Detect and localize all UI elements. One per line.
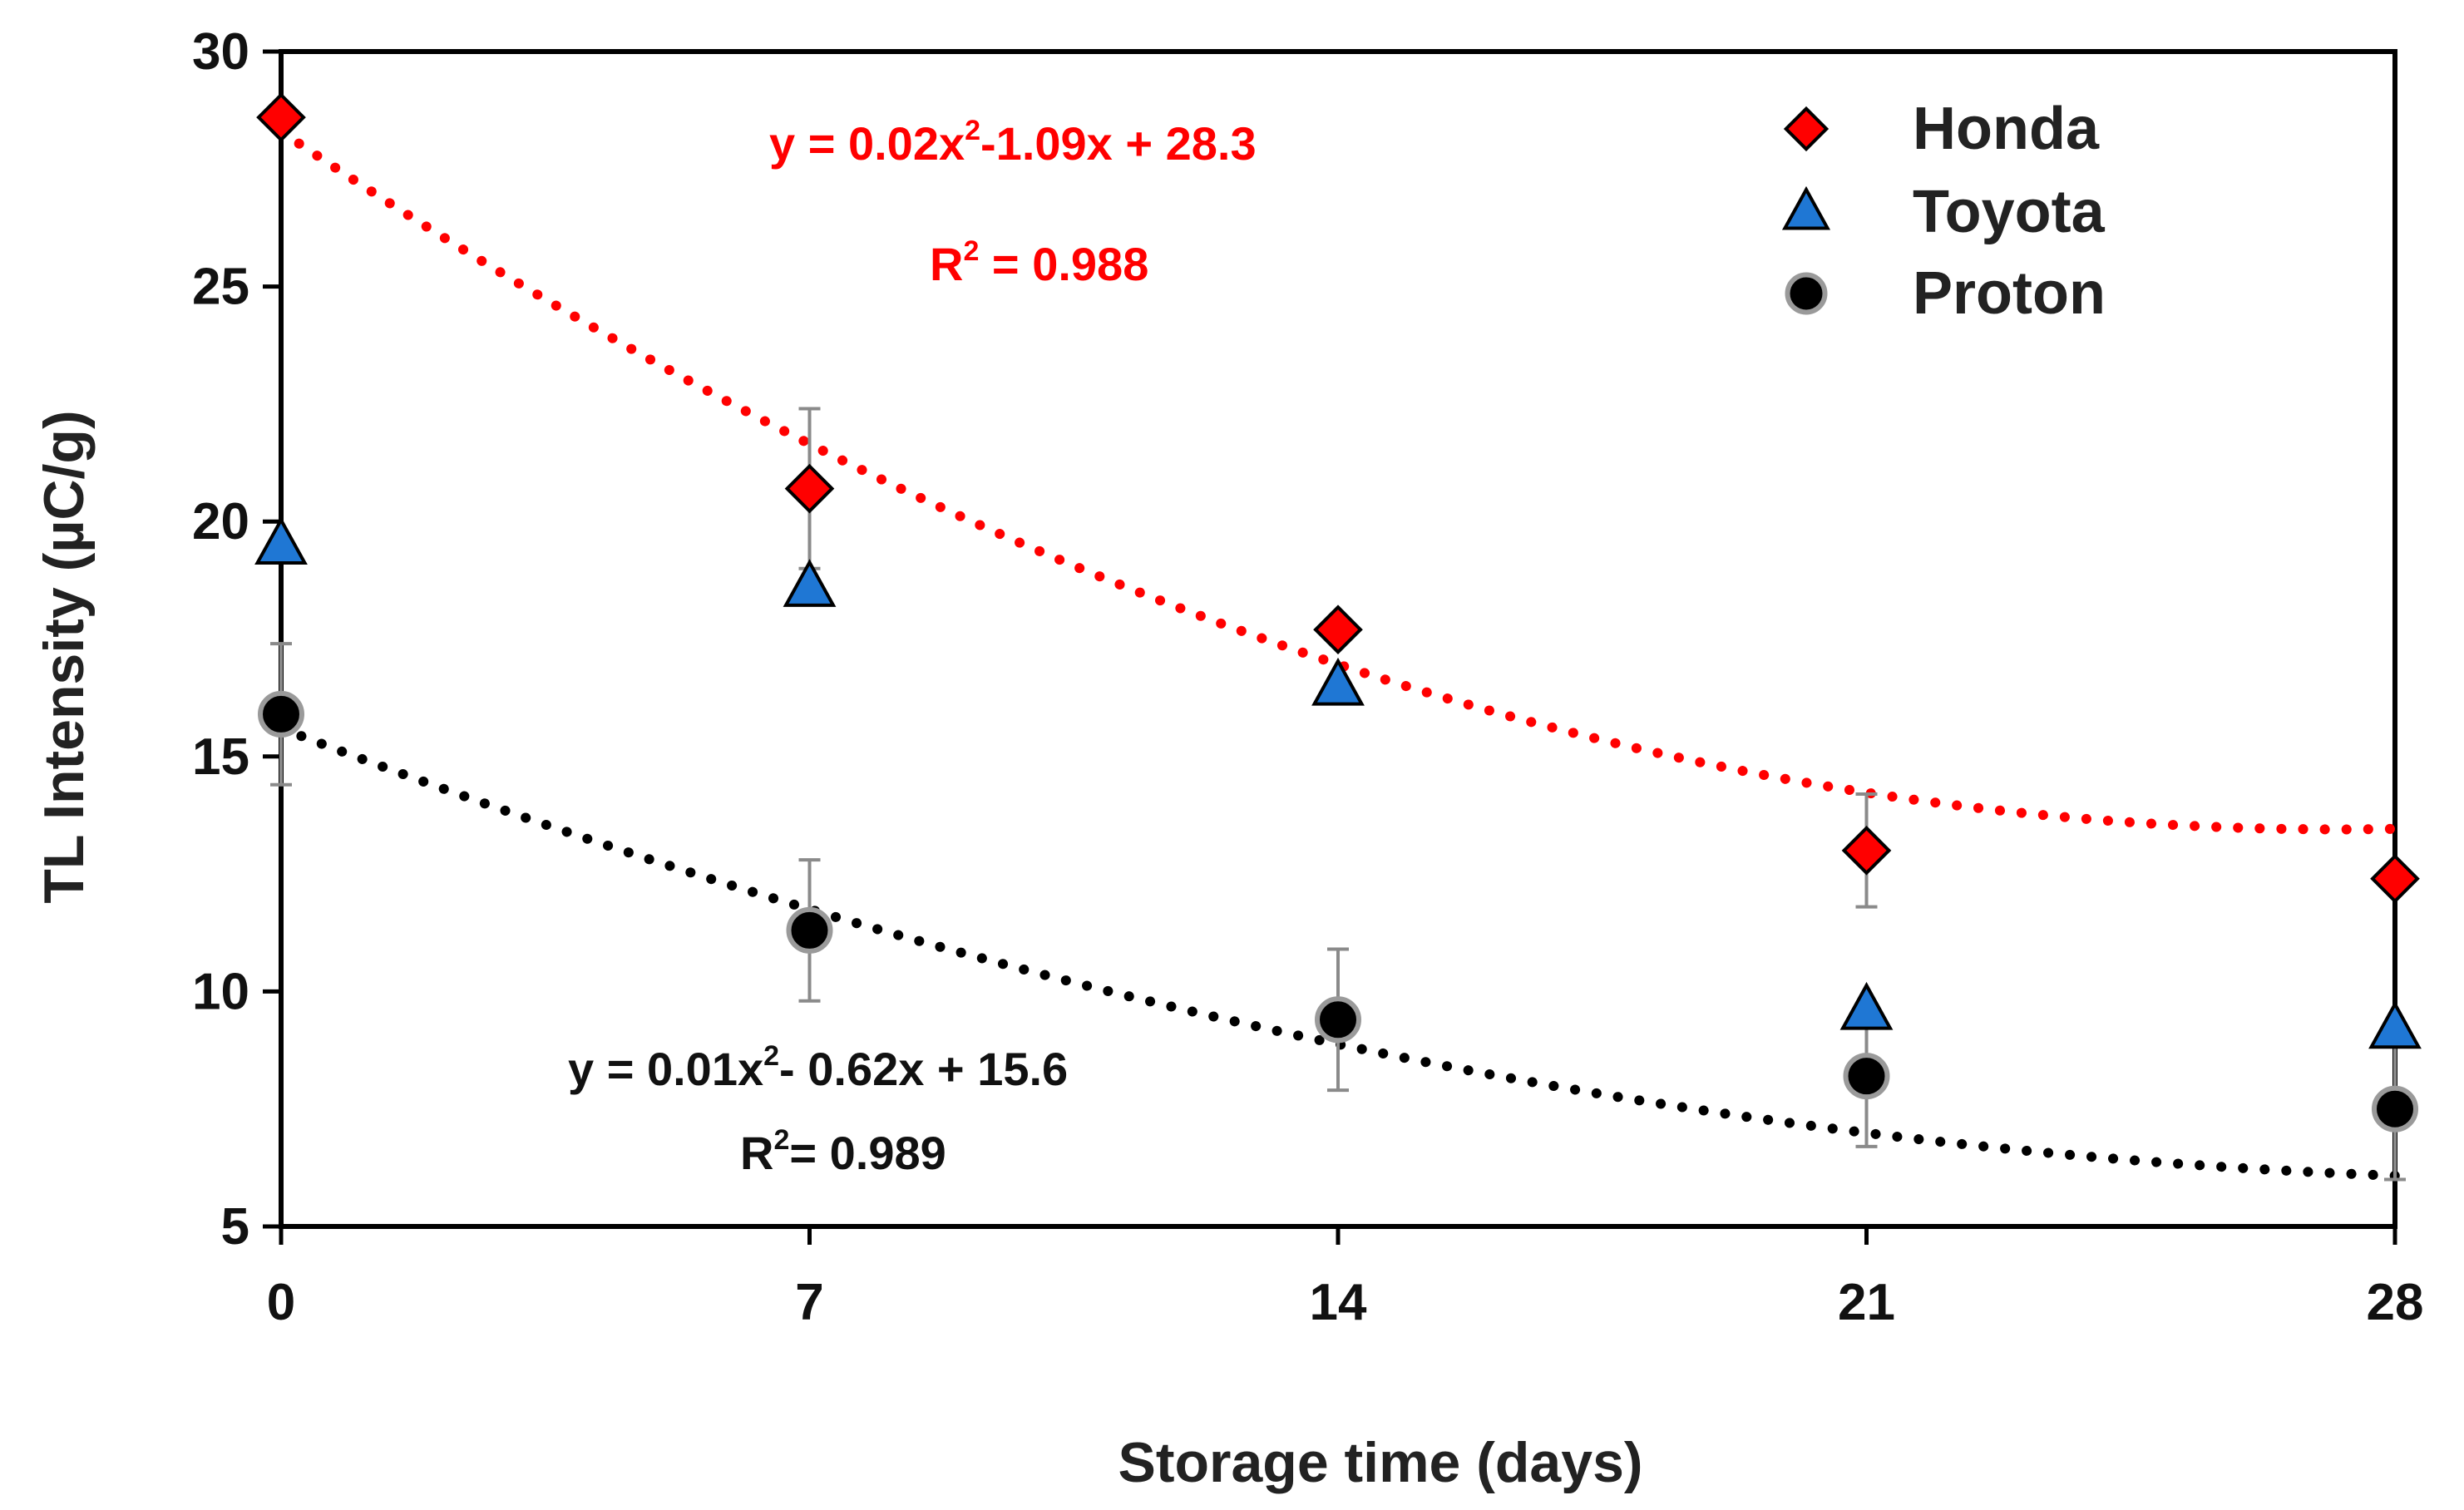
honda-equation-main: y = 0.02x: [769, 117, 965, 170]
point-proton-21: [1843, 1053, 1890, 1100]
proton-equation-main: y = 0.01x: [568, 1043, 763, 1095]
point-toyota-0: [254, 516, 308, 565]
point-toyota-7: [783, 559, 837, 607]
legend-label-proton: Proton: [1913, 260, 2106, 327]
x-tick-label-21: 21: [1838, 1274, 1895, 1331]
y-tick-label-15: 15: [192, 728, 249, 786]
y-axis-title: TL Intensity (µC/g): [32, 410, 96, 903]
x-axis-title: Storage time (days): [1118, 1431, 1642, 1494]
proton-r2-rest: = 0.989: [789, 1127, 946, 1179]
point-proton-0: [258, 690, 304, 738]
proton-equation: y = 0.01x2- 0.62x + 15.6: [568, 1040, 1068, 1095]
point-honda-28: [2370, 853, 2420, 904]
legend-label-honda: Honda: [1913, 96, 2100, 162]
point-honda-7: [784, 463, 835, 514]
legend-marker-honda: [1783, 106, 1829, 152]
proton-r2: R2= 0.989: [740, 1124, 946, 1179]
proton-r2-main: R: [740, 1127, 773, 1179]
legend-marker-proton: [1785, 272, 1828, 315]
point-honda-0: [256, 92, 306, 142]
legend: Honda Toyota Proton: [1781, 96, 2106, 327]
point-toyota-28: [2368, 1000, 2422, 1049]
y-tick-label-5: 5: [221, 1198, 249, 1256]
axes-layer: 5 10 15 20 25 30 0 7 14 21 28: [192, 23, 2423, 1331]
honda-equation-rest: -1.09x + 28.3: [980, 117, 1257, 170]
point-proton-28: [2372, 1085, 2418, 1132]
honda-r2: R2 = 0.988: [930, 235, 1148, 290]
y-tick-label-10: 10: [192, 963, 249, 1020]
y-tick-label-30: 30: [192, 23, 249, 81]
x-tick-label-14: 14: [1310, 1274, 1367, 1331]
y-tick-label-20: 20: [192, 493, 249, 550]
proton-equation-rest: - 0.62x + 15.6: [779, 1043, 1068, 1095]
point-honda-14: [1313, 604, 1363, 655]
point-proton-7: [786, 906, 833, 954]
honda-equation: y = 0.02x2-1.09x + 28.3: [769, 115, 1257, 170]
point-toyota-14: [1311, 657, 1365, 706]
point-toyota-21: [1839, 981, 1894, 1030]
point-honda-21: [1841, 826, 1892, 876]
x-tick-label-7: 7: [795, 1274, 823, 1331]
x-tick-label-0: 0: [267, 1274, 295, 1331]
proton-r2-sup: 2: [773, 1124, 789, 1156]
y-tick-label-25: 25: [192, 259, 249, 316]
honda-r2-sup: 2: [963, 235, 979, 267]
point-proton-14: [1315, 996, 1361, 1044]
honda-r2-rest: = 0.988: [979, 238, 1148, 290]
proton-equation-sup: 2: [763, 1040, 779, 1072]
honda-r2-main: R: [930, 238, 963, 290]
trendline-honda: [276, 126, 2400, 835]
legend-marker-toyota: [1781, 185, 1831, 230]
marker-layer: [254, 92, 2422, 1132]
x-tick-label-28: 28: [2367, 1274, 2424, 1331]
legend-label-toyota: Toyota: [1913, 179, 2106, 245]
honda-equation-sup: 2: [965, 115, 980, 146]
